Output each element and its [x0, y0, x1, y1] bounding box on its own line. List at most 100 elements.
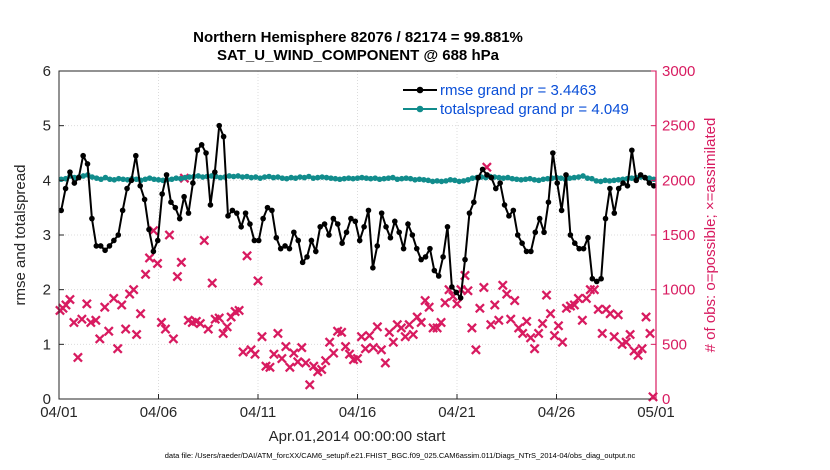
- spread-point: [235, 173, 241, 179]
- spread-point: [540, 176, 547, 183]
- x-tick-label: 04/11: [240, 404, 276, 421]
- rmse-point: [216, 122, 223, 129]
- rmse-point: [198, 142, 205, 148]
- obs-marker: [541, 290, 552, 301]
- rmse-point: [168, 199, 174, 205]
- spread-point: [120, 176, 126, 183]
- spread-point: [359, 174, 365, 181]
- spread-point: [518, 176, 524, 183]
- obs-marker: [218, 328, 229, 339]
- rmse-point: [304, 254, 310, 260]
- obs-marker: [537, 318, 548, 329]
- y-right-tick-label: 500: [662, 336, 687, 353]
- rmse-point: [71, 180, 78, 186]
- obs-marker: [436, 317, 447, 328]
- obs-marker: [222, 321, 233, 332]
- rmse-point: [89, 215, 95, 222]
- y-left-tick-label: 4: [43, 172, 51, 189]
- rmse-point: [629, 147, 635, 154]
- rmse-point: [330, 215, 337, 222]
- obs-marker: [135, 308, 146, 319]
- rmse-point: [62, 185, 69, 192]
- y-left-tick-label: 0: [43, 391, 51, 408]
- spread-point: [522, 176, 529, 183]
- rmse-point: [532, 229, 539, 236]
- spread-point: [429, 178, 436, 185]
- obs-marker: [76, 314, 87, 325]
- obs-marker: [234, 305, 245, 316]
- obs-marker: [497, 280, 508, 291]
- rmse-point: [607, 185, 613, 192]
- rmse-point: [308, 237, 315, 244]
- spread-point: [98, 176, 104, 183]
- obs-marker: [533, 328, 544, 339]
- obs-marker: [103, 326, 114, 337]
- rmse-point: [343, 229, 350, 236]
- rmse-point: [431, 267, 438, 274]
- spread-point: [571, 174, 577, 181]
- obs-marker: [573, 293, 584, 304]
- rmse-point: [277, 245, 284, 252]
- obs-marker: [191, 316, 202, 327]
- obs-marker: [424, 302, 435, 313]
- rmse-point: [624, 183, 631, 189]
- obs-marker: [380, 357, 391, 368]
- rmse-point: [466, 210, 473, 216]
- rmse-point: [523, 248, 530, 255]
- rmse-point: [317, 224, 323, 230]
- spread-point: [584, 175, 591, 181]
- obs-marker: [613, 309, 624, 320]
- obs-marker: [617, 339, 628, 350]
- spread-series: [58, 172, 657, 185]
- x-tick-label: 05/01: [637, 404, 675, 421]
- spread-point: [407, 175, 414, 182]
- rmse-point: [427, 245, 433, 252]
- rmse-point: [282, 243, 288, 249]
- spread-point: [89, 174, 95, 180]
- rmse-point: [492, 185, 499, 192]
- spread-point: [513, 176, 520, 183]
- obs-marker: [470, 344, 481, 355]
- y-right-tick-label: 1000: [662, 282, 695, 299]
- rmse-point: [334, 221, 341, 227]
- rmse-point: [422, 254, 429, 260]
- rmse-point: [576, 245, 582, 252]
- spread-point: [575, 174, 582, 180]
- rmse-point: [181, 193, 187, 200]
- obs-marker: [641, 312, 651, 322]
- rmse-point: [361, 224, 367, 230]
- spread-point: [527, 175, 533, 182]
- rmse-point: [106, 243, 113, 249]
- rmse-point: [115, 232, 122, 238]
- rmse-point: [567, 232, 574, 238]
- obs-marker: [489, 300, 500, 310]
- rmse-point: [488, 174, 495, 181]
- obs-marker: [268, 349, 279, 360]
- obs-marker: [168, 333, 179, 344]
- spread-point: [182, 174, 188, 181]
- rmse-point: [589, 275, 596, 282]
- rmse-point: [593, 278, 600, 285]
- obs-marker: [328, 348, 339, 359]
- spread-point: [275, 174, 281, 180]
- rmse-point: [255, 237, 262, 244]
- rmse-point: [273, 234, 280, 241]
- y-left-tick-label: 6: [43, 63, 51, 80]
- spread-point: [580, 173, 586, 179]
- obs-marker: [199, 235, 210, 246]
- obs-marker: [597, 328, 608, 339]
- rmse-point: [348, 215, 354, 222]
- rmse-point: [598, 275, 604, 282]
- obs-marker: [156, 317, 167, 328]
- obs-marker: [376, 344, 387, 355]
- spread-point: [425, 177, 432, 184]
- rmse-point: [299, 259, 306, 266]
- x-tick-label: 04/21: [438, 404, 476, 421]
- spread-point: [611, 177, 617, 184]
- obs-marker: [90, 315, 101, 326]
- spread-point: [301, 174, 308, 181]
- rmse-point: [286, 245, 293, 252]
- rmse-point: [225, 213, 231, 219]
- rmse-point: [269, 207, 275, 214]
- rmse-point: [506, 213, 512, 219]
